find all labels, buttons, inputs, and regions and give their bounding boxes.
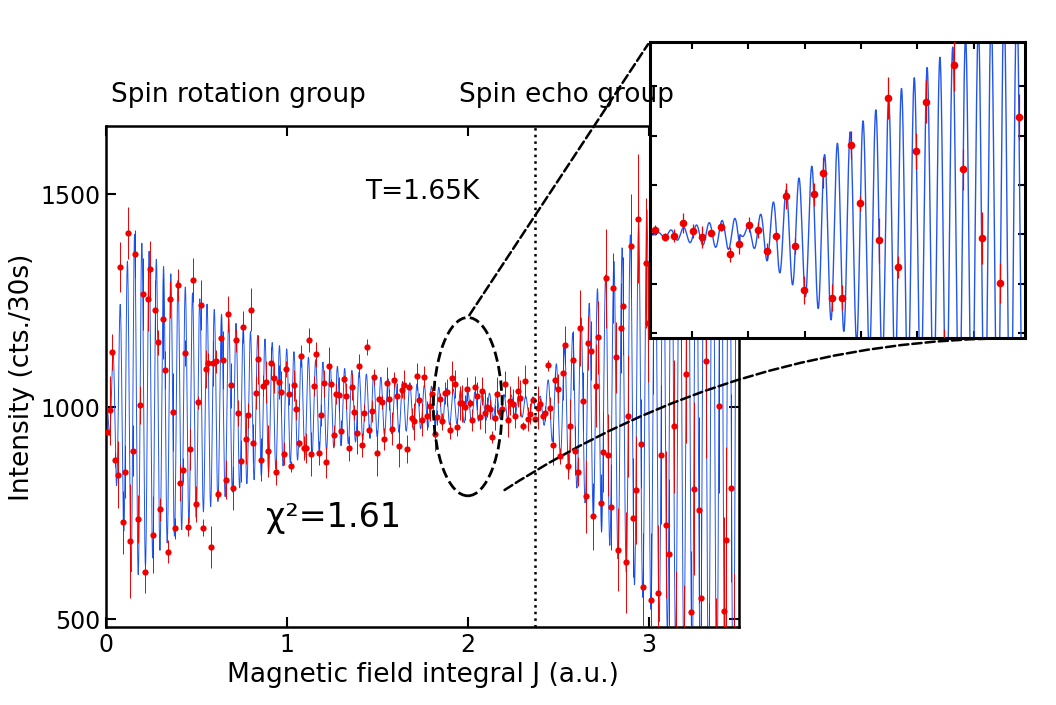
Y-axis label: Intensity (cts./30s): Intensity (cts./30s): [10, 254, 35, 501]
Text: Spin echo group: Spin echo group: [459, 82, 675, 108]
Text: χ²=1.61: χ²=1.61: [266, 501, 401, 534]
X-axis label: Magnetic field integral J (a.u.): Magnetic field integral J (a.u.): [227, 662, 618, 688]
Text: T=1.65K: T=1.65K: [365, 179, 479, 205]
Text: Spin rotation group: Spin rotation group: [111, 82, 365, 108]
